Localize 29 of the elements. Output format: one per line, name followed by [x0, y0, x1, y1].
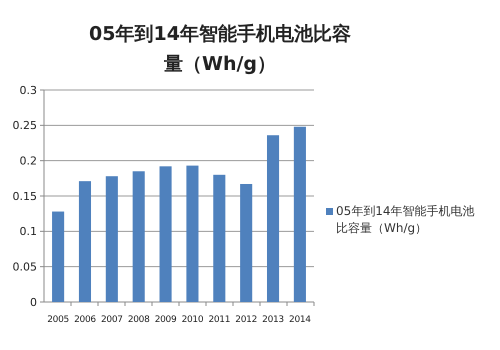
bar: [160, 166, 172, 302]
bar: [294, 126, 306, 302]
y-tick-label: 0.1: [20, 225, 37, 238]
x-tick-label: 2012: [235, 315, 258, 325]
x-tick-label: 2007: [100, 315, 123, 325]
bar: [186, 166, 198, 302]
x-tick-label: 2010: [182, 315, 204, 325]
bar: [132, 171, 145, 302]
y-tick-label: 0.2: [20, 154, 37, 168]
bar: [78, 181, 92, 302]
x-tick-label: 2009: [154, 315, 177, 325]
legend-label: 05年到14年智能手机电池比容量（Wh/g）: [336, 204, 475, 235]
bar: [240, 184, 252, 302]
y-tick-label: 0.15: [12, 190, 37, 203]
bar: [266, 135, 280, 302]
bar: [52, 212, 64, 302]
y-tick-label: 0.3: [20, 84, 37, 97]
x-tick-label: 2005: [47, 315, 69, 325]
x-tick-label: 2008: [128, 315, 150, 325]
bar: [213, 174, 226, 302]
x-tick-label: 2013: [262, 315, 284, 325]
x-tick-label: 2006: [74, 315, 96, 325]
bar: [106, 176, 118, 302]
y-tick-label: 0.25: [12, 119, 37, 132]
y-tick-label: 0: [30, 296, 37, 309]
x-tick-label: 2011: [208, 315, 230, 325]
x-tick-label: 2014: [289, 315, 312, 325]
chart-title: 05年到14年智能手机电池比容量（Wh/g）: [89, 23, 351, 75]
y-tick-label: 0.05: [12, 260, 37, 274]
